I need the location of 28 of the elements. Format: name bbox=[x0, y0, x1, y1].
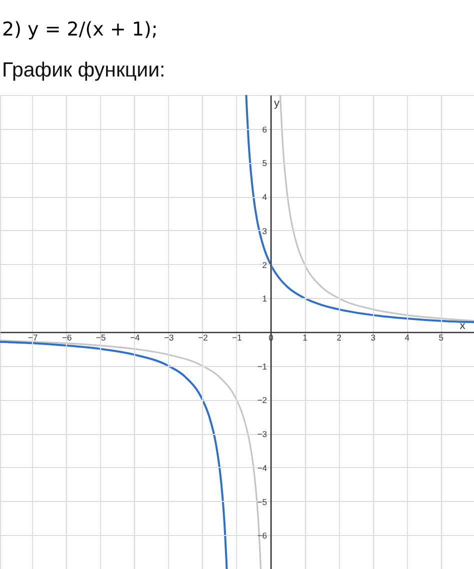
chart-subtitle: График функции: bbox=[2, 58, 166, 82]
x-tick-label: −4 bbox=[130, 332, 140, 342]
y-tick-label: 4 bbox=[262, 192, 268, 202]
x-tick-label: −7 bbox=[28, 332, 38, 342]
y-tick-label: 6 bbox=[262, 124, 268, 134]
x-tick-label: 5 bbox=[438, 332, 444, 342]
x-tick-label: 4 bbox=[404, 332, 410, 342]
x-tick-label: 2 bbox=[336, 332, 342, 342]
y-tick-label: 5 bbox=[262, 158, 268, 168]
x-axis-title: x bbox=[460, 320, 466, 332]
x-tick-label: −5 bbox=[96, 332, 106, 342]
y-tick-label: −6 bbox=[257, 530, 268, 541]
chart-title: 2) y = 2/(x + 1); bbox=[2, 18, 158, 40]
x-tick-label: 3 bbox=[370, 332, 376, 342]
x-tick-label: 1 bbox=[302, 332, 308, 342]
y-tick-label: 2 bbox=[262, 260, 268, 270]
x-tick-label: −6 bbox=[62, 332, 72, 342]
y-tick-label: −5 bbox=[257, 496, 268, 507]
y-tick-label: −4 bbox=[257, 462, 268, 473]
y-tick-label: −1 bbox=[257, 361, 268, 372]
y-tick-label: 1 bbox=[262, 294, 268, 304]
x-tick-label: −3 bbox=[164, 332, 174, 342]
y-tick-label: 3 bbox=[262, 226, 268, 236]
y-tick-label: −3 bbox=[257, 429, 268, 440]
x-tick-label: −1 bbox=[232, 332, 242, 342]
y-axis-title: y bbox=[274, 98, 280, 110]
y-tick-label: −2 bbox=[257, 395, 268, 406]
x-tick-label: −2 bbox=[198, 332, 208, 342]
